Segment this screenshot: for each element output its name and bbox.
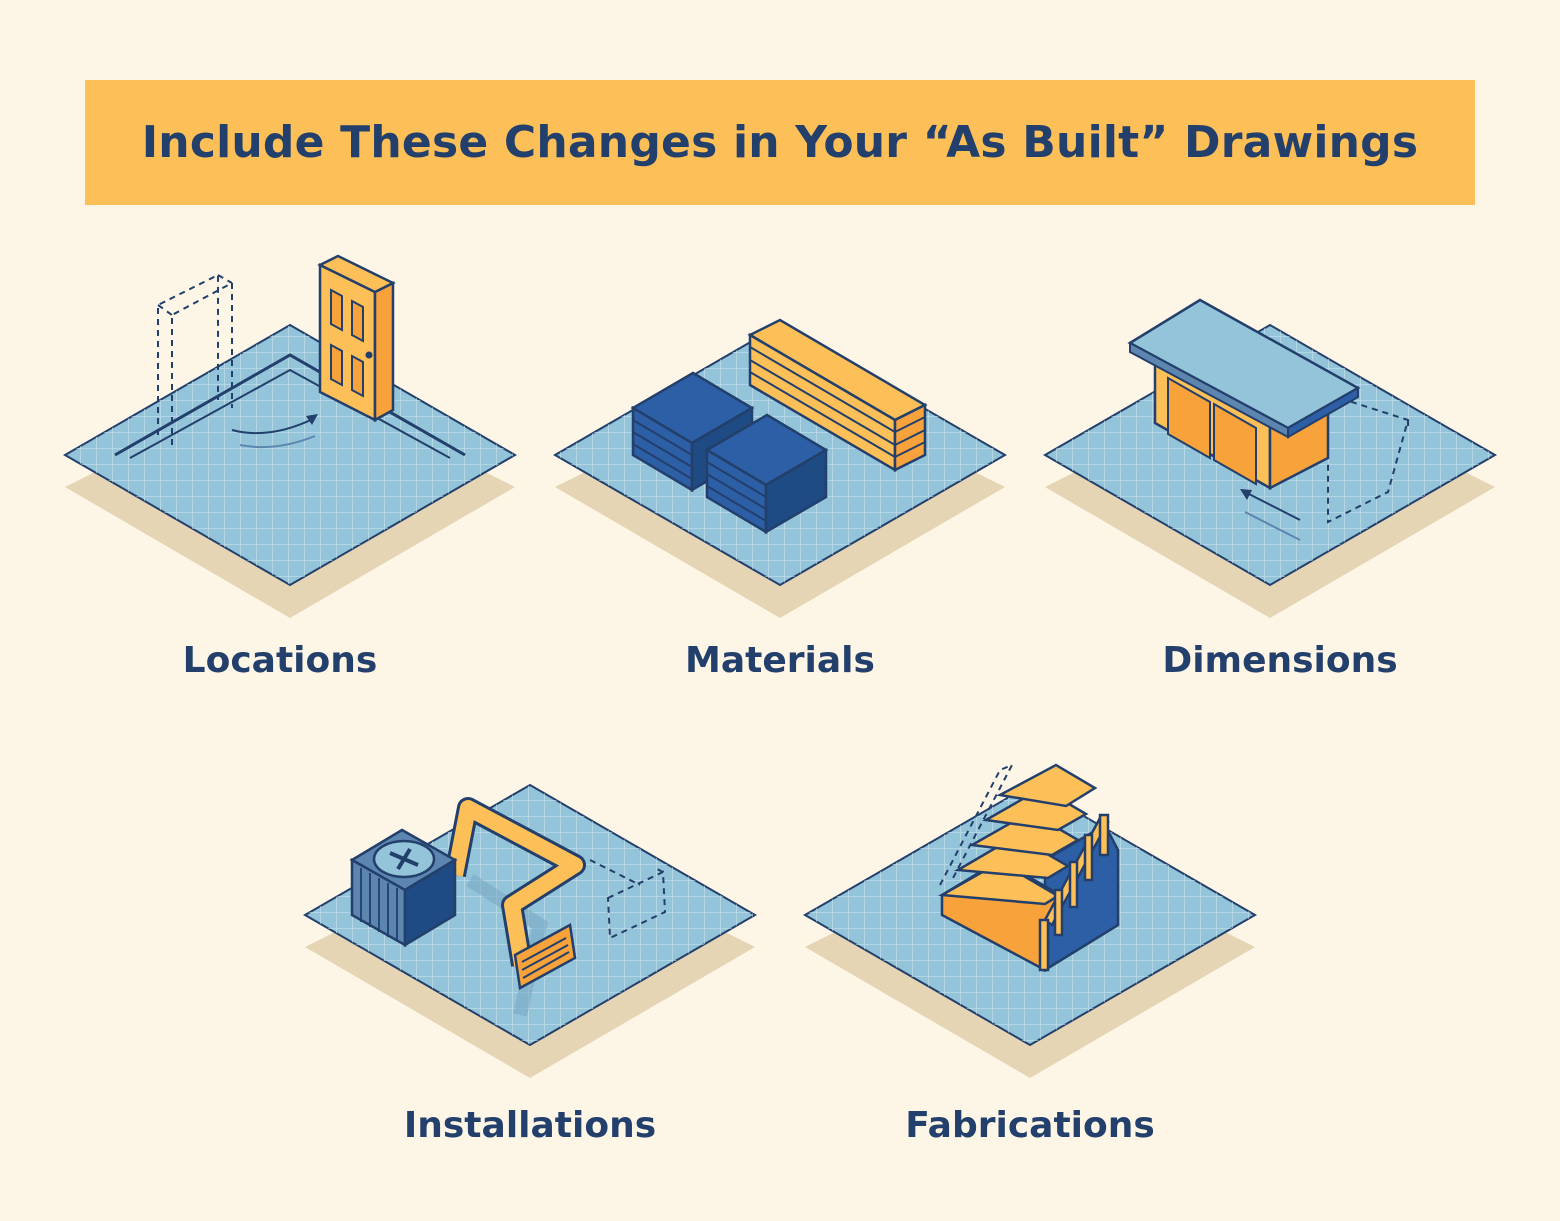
label-materials: Materials [685,640,875,681]
installations-illustration [303,783,757,1078]
label-dimensions: Dimensions [1162,640,1398,681]
label-fabrications: Fabrications [905,1105,1155,1146]
label-locations: Locations [182,640,378,681]
dimensions-illustration [1043,298,1497,618]
locations-illustration [63,254,517,618]
materials-illustration [553,318,1007,618]
page-title: Include These Changes in Your “As Built”… [141,117,1419,168]
title-banner: Include These Changes in Your “As Built”… [85,80,1475,205]
label-installations: Installations [403,1105,657,1146]
fabrications-illustration [803,763,1257,1078]
